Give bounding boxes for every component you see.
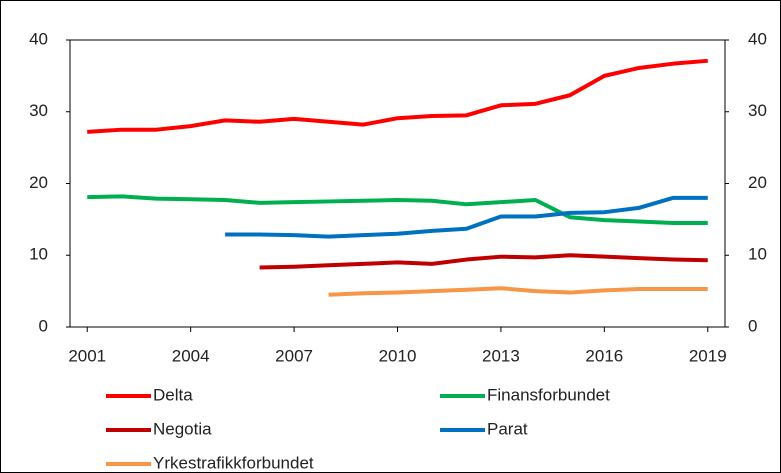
series-line	[328, 286, 708, 297]
y2-tick-label: 0	[748, 316, 757, 335]
series-line	[87, 194, 708, 225]
x-tick-label: 2004	[172, 346, 210, 365]
series-line	[259, 253, 708, 270]
legend-label: Delta	[153, 385, 193, 404]
legend-label: Yrkestrafikkforbundet	[153, 453, 314, 472]
x-tick-label: 2010	[379, 346, 417, 365]
legend-label: Parat	[487, 419, 528, 438]
y2-tick-label: 10	[748, 245, 767, 264]
y2-tick-label: 40	[748, 29, 767, 48]
series-line	[225, 195, 708, 239]
y-tick-label: 40	[29, 29, 48, 48]
y-tick-label: 10	[29, 245, 48, 264]
y-tick-label: 20	[29, 173, 48, 192]
y2-tick-label: 30	[748, 101, 767, 120]
x-tick-label: 2019	[689, 346, 727, 365]
y2-tick-label: 20	[748, 173, 767, 192]
y-tick-label: 30	[29, 101, 48, 120]
legend-label: Finansforbundet	[487, 385, 610, 404]
x-tick-label: 2007	[275, 346, 313, 365]
legend-label: Negotia	[153, 419, 212, 438]
y-tick-label: 0	[39, 316, 48, 335]
series-line	[87, 58, 708, 134]
x-tick-label: 2013	[482, 346, 520, 365]
x-tick-label: 2001	[68, 346, 106, 365]
x-tick-label: 2016	[585, 346, 623, 365]
